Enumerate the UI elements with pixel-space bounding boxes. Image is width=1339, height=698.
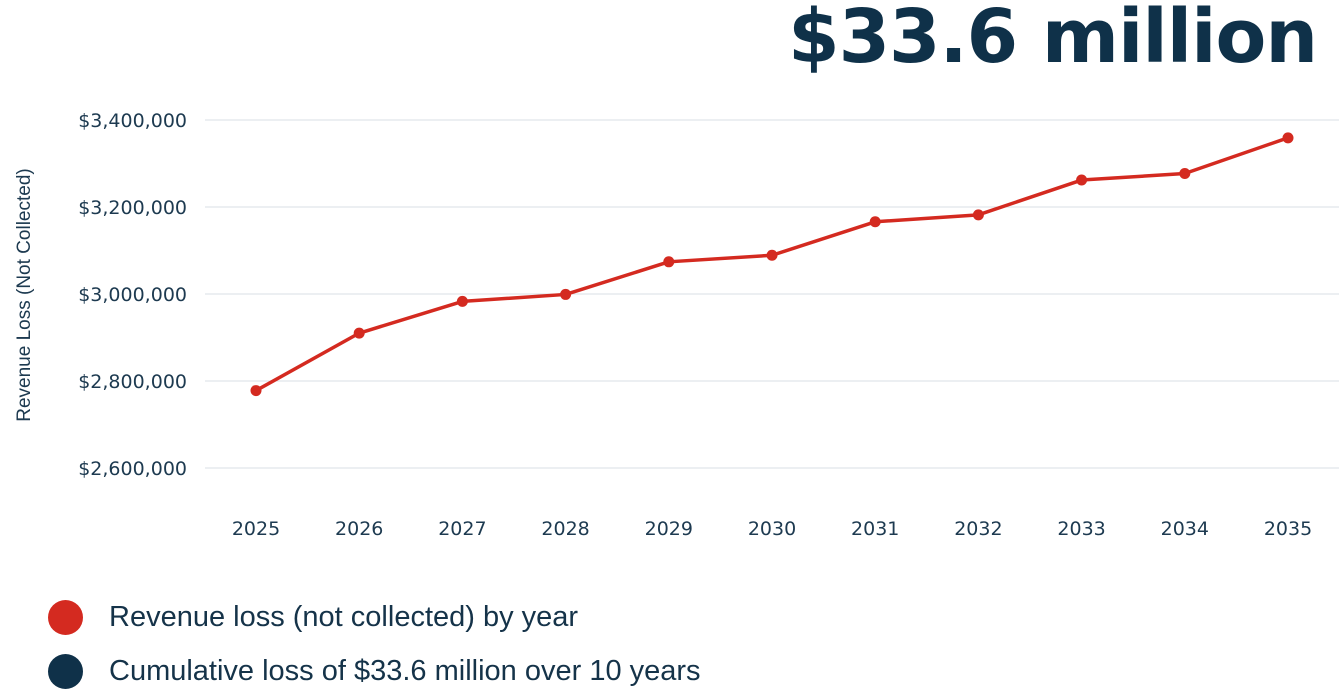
data-point xyxy=(766,249,778,261)
x-tick-label: 2032 xyxy=(954,518,1002,540)
legend-item-cumulative-loss: Cumulative loss of $33.6 million over 10… xyxy=(48,644,701,698)
x-axis-ticks: 2025 2026 2027 2028 2029 2030 2031 2032 2033 2034… xyxy=(232,518,1312,540)
x-tick-label: 2026 xyxy=(335,518,383,540)
legend-label-cumulative-loss: Cumulative loss of $33.6 million over 10… xyxy=(109,654,701,687)
y-tick-label: $2,600,000 xyxy=(78,458,187,480)
data-point xyxy=(1282,132,1294,144)
x-tick-label: 2034 xyxy=(1161,518,1209,540)
series-line xyxy=(254,136,1290,393)
data-point xyxy=(560,288,572,300)
x-tick-label: 2031 xyxy=(851,518,899,540)
data-point xyxy=(1076,174,1088,186)
x-tick-label: 2025 xyxy=(232,518,280,540)
x-tick-label: 2028 xyxy=(541,518,589,540)
gridlines xyxy=(205,119,1339,469)
data-point xyxy=(663,256,675,268)
headline-total: $33.6 million xyxy=(788,0,1318,80)
legend-dot-navy xyxy=(48,653,83,689)
legend-item-revenue-loss: Revenue loss (not collected) by year xyxy=(48,590,701,644)
data-point xyxy=(869,216,881,228)
legend-label-revenue-loss: Revenue loss (not collected) by year xyxy=(109,600,579,633)
y-tick-label: $3,200,000 xyxy=(78,197,187,219)
series-group xyxy=(250,132,1294,397)
x-tick-label: 2030 xyxy=(748,518,796,540)
data-point xyxy=(1179,168,1191,180)
y-tick-label: $3,000,000 xyxy=(78,284,187,306)
data-point xyxy=(353,327,365,339)
data-point xyxy=(972,209,984,221)
y-tick-label: $3,400,000 xyxy=(78,110,187,132)
legend: Revenue loss (not collected) by year Cum… xyxy=(48,590,701,698)
x-tick-label: 2035 xyxy=(1264,518,1312,540)
y-axis-ticks: $2,600,000 $2,800,000 $3,000,000 $3,200,000… xyxy=(78,110,187,480)
data-point xyxy=(456,295,468,307)
line-chart: $2,600,000 $2,800,000 $3,000,000 $3,200,000… xyxy=(14,110,1339,540)
x-tick-label: 2029 xyxy=(645,518,693,540)
y-axis-label: Revenue Loss (Not Collected) xyxy=(14,168,35,421)
data-point xyxy=(250,385,262,397)
x-tick-label: 2027 xyxy=(438,518,486,540)
y-tick-label: $2,800,000 xyxy=(78,371,187,393)
legend-dot-red xyxy=(48,599,83,635)
x-tick-label: 2033 xyxy=(1057,518,1105,540)
